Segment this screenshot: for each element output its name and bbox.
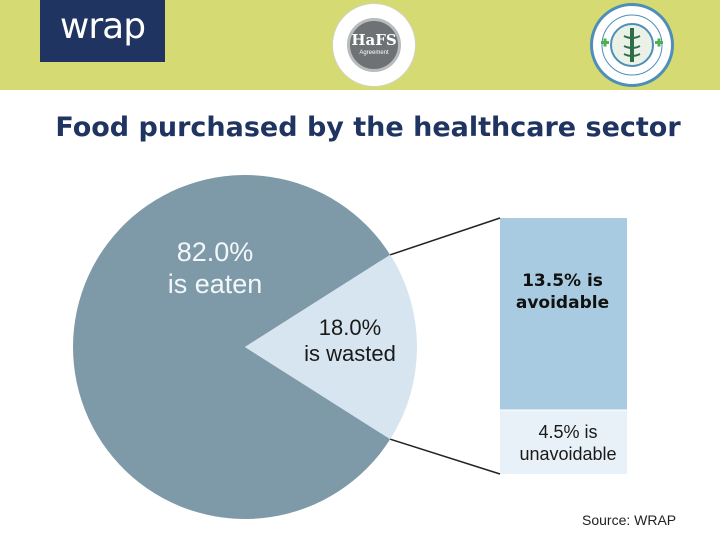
- hca-logo-emblem: [601, 14, 663, 76]
- connector-line-top: [389, 217, 501, 256]
- wrap-logo: wrap: [40, 0, 165, 62]
- chart-title: Food purchased by the healthcare sector: [55, 112, 681, 143]
- label-eaten: 82.0% is eaten: [145, 236, 285, 301]
- label-avoidable-text: avoidable: [515, 293, 610, 314]
- label-avoidable: 13.5% is avoidable: [500, 270, 625, 314]
- hafs-logo-emblem: HaFS Agreement: [347, 18, 401, 72]
- source-note: Source: WRAP: [582, 512, 677, 528]
- bar-segment-is-avoidable: [500, 218, 627, 410]
- hafs-logo-subtitle: Agreement: [359, 50, 389, 56]
- connector-line-bottom: [389, 438, 501, 475]
- wrap-logo-text: wrap: [59, 6, 146, 47]
- hafs-logo-title: HaFS: [351, 31, 397, 49]
- label-unavoidable-value: 4.5% is: [538, 422, 598, 442]
- pie-slice-eaten: [72, 175, 391, 519]
- label-eaten-value: 82.0%: [176, 237, 254, 267]
- label-wasted-value: 18.0%: [318, 315, 382, 340]
- label-unavoidable-text: unavoidable: [519, 443, 617, 464]
- label-wasted: 18.0% is wasted: [285, 315, 415, 368]
- label-eaten-text: is eaten: [167, 269, 263, 300]
- label-unavoidable: 4.5% is unavoidable: [508, 422, 628, 465]
- hafs-agreement-logo: HaFS Agreement: [332, 3, 416, 87]
- label-wasted-text: is wasted: [304, 341, 396, 367]
- header-banner: wrap HaFS Agreement: [0, 0, 720, 90]
- pie-slice-wasted: [245, 254, 417, 440]
- bar-segment-is-unavoidable: [500, 410, 627, 474]
- hospital-caterers-association-logo: [590, 3, 674, 87]
- label-avoidable-value: 13.5% is: [522, 271, 603, 291]
